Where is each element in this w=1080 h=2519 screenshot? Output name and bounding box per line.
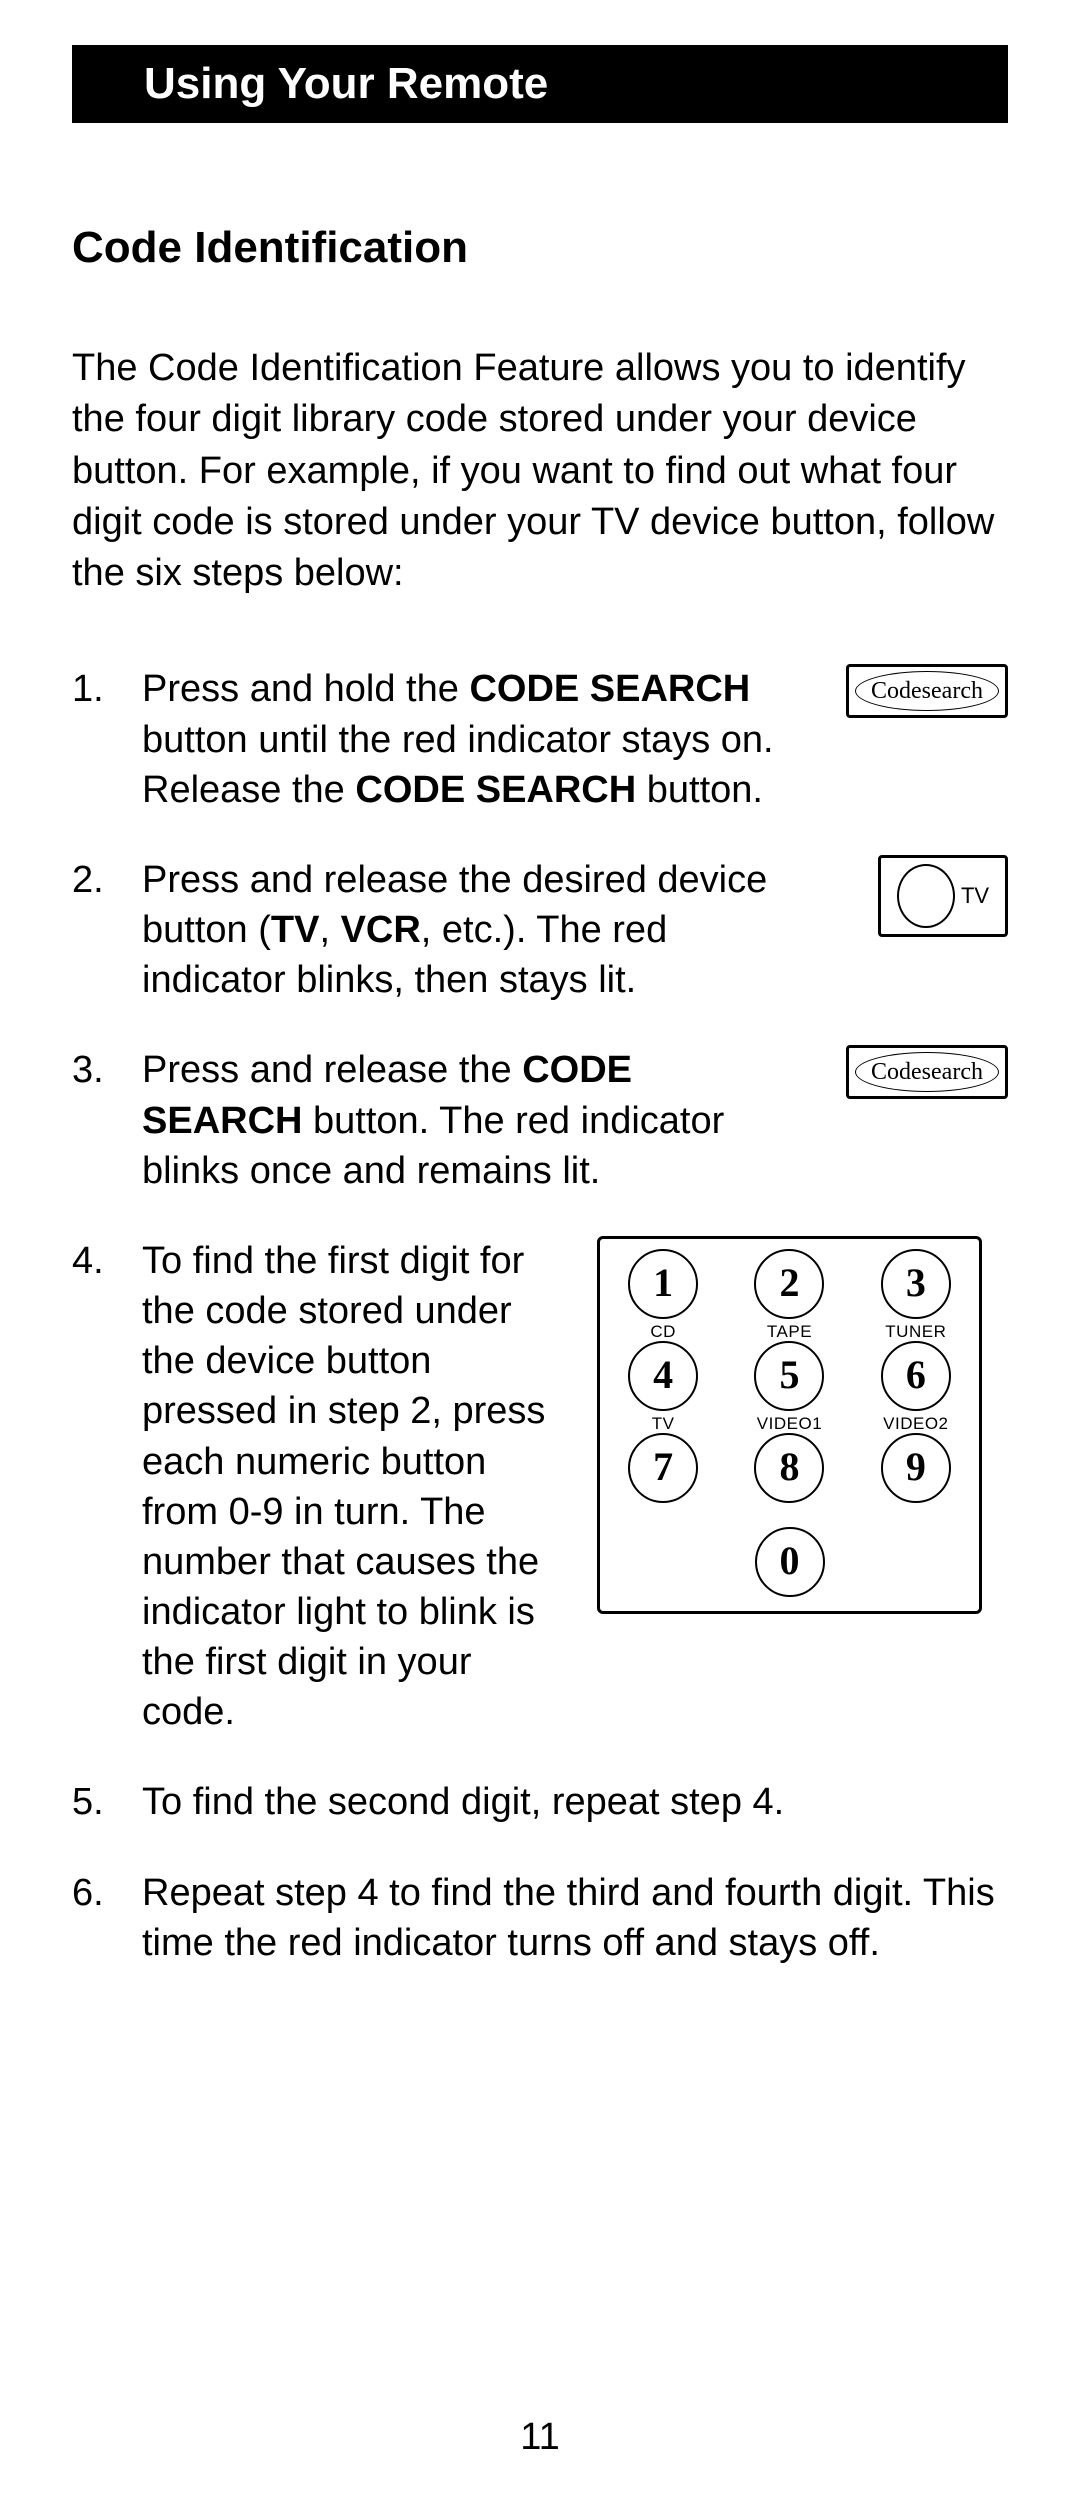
key-sublabel: TUNER bbox=[885, 1321, 946, 1339]
keypad-key-3: 3 TUNER bbox=[871, 1249, 961, 1341]
step-2-text: Press and release the desired device but… bbox=[142, 855, 843, 1005]
key-number: 0 bbox=[755, 1527, 825, 1597]
key-sublabel: TV bbox=[652, 1413, 675, 1431]
key-sublabel: VIDEO2 bbox=[883, 1413, 948, 1431]
key-number: 1 bbox=[628, 1249, 698, 1319]
key-number: 9 bbox=[881, 1433, 951, 1503]
tv-ellipse-icon bbox=[897, 864, 955, 928]
step-3: Press and release the CODE SEARCH button… bbox=[72, 1045, 1008, 1195]
key-number: 4 bbox=[628, 1341, 698, 1411]
keypad-key-5: 5 VIDEO1 bbox=[744, 1341, 834, 1433]
step-6: Repeat step 4 to find the third and four… bbox=[72, 1868, 1008, 1968]
steps-list: Press and hold the CODE SEARCH button un… bbox=[72, 664, 1008, 1967]
key-number: 5 bbox=[754, 1341, 824, 1411]
text: Press and hold the bbox=[142, 668, 469, 710]
keypad-diagram: 1 CD 2 TAPE 3 TUNER 4 TV 5 VIDEO1 6 VIDEO2 7 8… bbox=[597, 1236, 982, 1614]
keypad-key-0: 0 bbox=[745, 1527, 835, 1597]
keypad-key-7: 7 bbox=[618, 1433, 708, 1525]
keypad-key-4: 4 TV bbox=[618, 1341, 708, 1433]
step-4: To find the first digit for the code sto… bbox=[72, 1236, 1008, 1738]
key-number: 2 bbox=[754, 1249, 824, 1319]
text: button. bbox=[636, 769, 763, 811]
tv-label: TV bbox=[961, 881, 989, 910]
page-container: Using Your Remote Code Identification Th… bbox=[0, 0, 1080, 2519]
header-title: Using Your Remote bbox=[144, 59, 548, 108]
keypad-key-2: 2 TAPE bbox=[744, 1249, 834, 1341]
bold-text: VCR bbox=[341, 909, 421, 951]
text: To find the first digit for the code sto… bbox=[142, 1240, 545, 1533]
key-number: 8 bbox=[754, 1433, 824, 1503]
tv-button-icon: TV bbox=[878, 855, 1008, 937]
intro-paragraph: The Code Identification Feature allows y… bbox=[72, 343, 1008, 599]
keypad-key-8: 8 bbox=[744, 1433, 834, 1525]
bold-text: 0-9 bbox=[229, 1491, 284, 1533]
codesearch-icon: Codesearch bbox=[846, 1045, 1008, 1099]
text: , bbox=[319, 909, 340, 951]
key-number: 6 bbox=[881, 1341, 951, 1411]
codesearch-label: Codesearch bbox=[855, 671, 999, 711]
page-number: 11 bbox=[0, 2416, 1080, 2459]
bold-text: CODE SEARCH bbox=[469, 668, 750, 710]
key-sublabel: VIDEO1 bbox=[757, 1413, 822, 1431]
keypad-key-1: 1 CD bbox=[618, 1249, 708, 1341]
key-number: 7 bbox=[628, 1433, 698, 1503]
step-5: To find the second digit, repeat step 4. bbox=[72, 1777, 1008, 1827]
keypad-key-6: 6 VIDEO2 bbox=[871, 1341, 961, 1433]
step-1: Press and hold the CODE SEARCH button un… bbox=[72, 664, 1008, 814]
text: Press and release the bbox=[142, 1049, 522, 1091]
key-sublabel: CD bbox=[650, 1321, 676, 1339]
key-number: 3 bbox=[881, 1249, 951, 1319]
key-sublabel: TAPE bbox=[767, 1321, 812, 1339]
header-bar: Using Your Remote bbox=[72, 45, 1008, 123]
codesearch-label: Codesearch bbox=[855, 1052, 999, 1092]
section-title: Code Identification bbox=[72, 223, 1008, 273]
step-5-text: To find the second digit, repeat step 4. bbox=[142, 1781, 784, 1823]
step-3-text: Press and release the CODE SEARCH button… bbox=[142, 1045, 811, 1195]
bold-text: CODE SEARCH bbox=[355, 769, 636, 811]
step-1-text: Press and hold the CODE SEARCH button un… bbox=[142, 664, 811, 814]
step-6-text: Repeat step 4 to find the third and four… bbox=[142, 1872, 995, 1964]
keypad-key-9: 9 bbox=[871, 1433, 961, 1525]
codesearch-icon: Codesearch bbox=[846, 664, 1008, 718]
step-4-text: To find the first digit for the code sto… bbox=[142, 1236, 572, 1738]
bold-text: TV bbox=[271, 909, 320, 951]
step-2: Press and release the desired device but… bbox=[72, 855, 1008, 1005]
